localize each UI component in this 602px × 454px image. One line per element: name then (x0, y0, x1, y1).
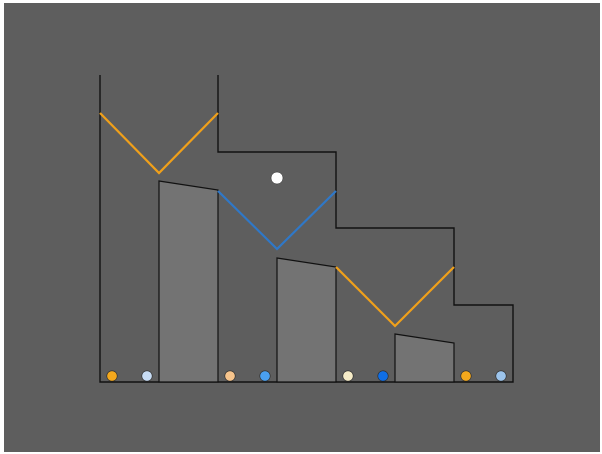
marker-1[interactable] (107, 371, 117, 381)
orange-zigzag-1 (100, 113, 218, 173)
marker-8[interactable] (496, 371, 506, 381)
marker-7[interactable] (461, 371, 471, 381)
orange-zigzag-2 (336, 267, 454, 326)
block-2 (277, 258, 336, 382)
marker-6[interactable] (378, 371, 388, 381)
marker-5[interactable] (343, 371, 353, 381)
block-3 (395, 334, 454, 382)
game-canvas[interactable] (4, 3, 600, 452)
game-stage[interactable] (4, 3, 600, 452)
marker-3[interactable] (225, 371, 235, 381)
block-1 (159, 181, 218, 382)
marker-4[interactable] (260, 371, 270, 381)
marker-2[interactable] (142, 371, 152, 381)
ball-icon[interactable] (271, 172, 283, 184)
blue-zigzag (218, 191, 336, 249)
